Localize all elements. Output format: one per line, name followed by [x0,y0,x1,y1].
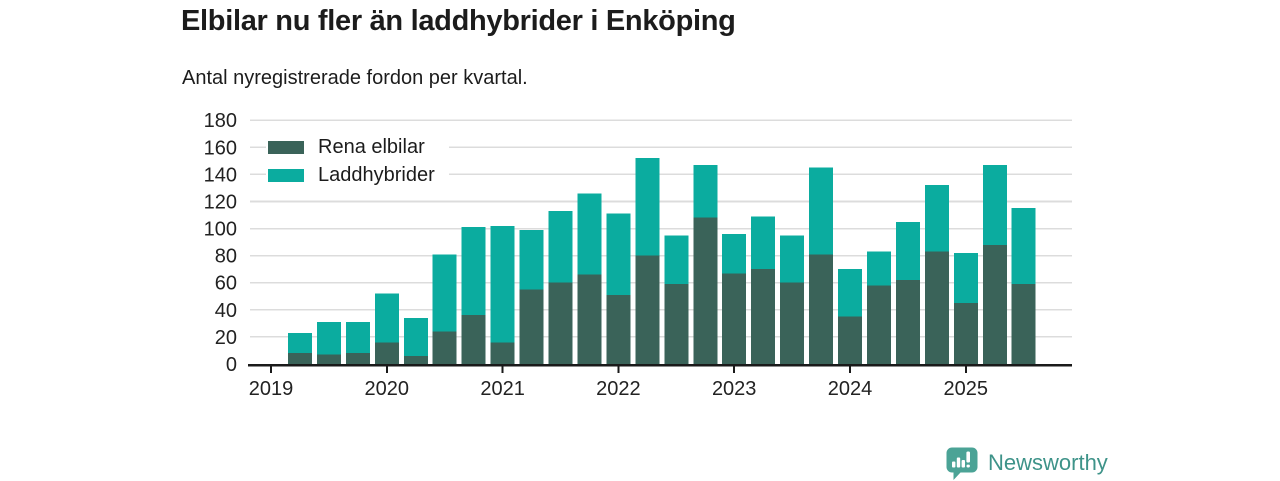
swatch-color [268,168,304,182]
bar-segment-rena-elbilar-2024-Q3 [895,280,920,364]
legend-swatch-laddhybrider [268,168,304,182]
bar-segment-laddhybrider-2022-Q3 [664,235,689,285]
bar-segment-laddhybrider-2019-Q4 [345,322,370,354]
bar-segment-rena-elbilar-2025-Q3 [1011,284,1036,364]
bar-segment-laddhybrider-2022-Q1 [606,213,631,295]
bar-segment-laddhybrider-2024-Q3 [895,221,920,281]
bar-segment-rena-elbilar-2025-Q1 [953,303,978,364]
bar-segment-rena-elbilar-2024-Q2 [866,285,891,364]
y-tick-label: 60 [215,273,237,295]
bar-segment-laddhybrider-2025-Q3 [1011,208,1036,285]
bar-segment-rena-elbilar-2020-Q3 [432,331,457,364]
y-tick-label: 160 [204,137,237,159]
legend-item-rena-elbilar: Rena elbilar [268,133,435,161]
chart-title: Elbilar nu fler än laddhybrider i Enköpi… [181,5,736,37]
bar-segment-laddhybrider-2020-Q4 [461,227,486,316]
bar-segment-rena-elbilar-2023-Q3 [780,282,805,364]
bar-segment-laddhybrider-2024-Q4 [924,185,949,252]
x-tick-label: 2020 [365,378,410,400]
legend: Rena elbilar Laddhybrider [266,133,449,189]
bar-chart-plot: 2019 2020 2021 2022 2023 2024 2025 0 20 40 60 80 100… [204,110,1072,400]
bar-segment-rena-elbilar-2019-Q2 [287,353,312,364]
bar-segment-laddhybrider-2020-Q3 [432,254,457,332]
bar-segment-laddhybrider-2024-Q1 [838,269,862,317]
x-tick-label: 2024 [828,378,873,400]
bar-segment-laddhybrider-2023-Q2 [751,216,776,270]
bar-segment-rena-elbilar-2023-Q1 [722,273,747,364]
y-tick-label: 120 [204,191,237,213]
bar-segment-laddhybrider-2019-Q2 [287,332,312,354]
bar-segment-rena-elbilar-2022-Q3 [664,284,689,364]
x-tick-label: 2022 [596,378,641,400]
bar-segment-rena-elbilar-2025-Q2 [982,244,1007,364]
newsworthy-logo[interactable]: Newsworthy [944,445,1108,481]
bar-segment-rena-elbilar-2021-Q1 [490,342,515,364]
legend-label-rena-elbilar: Rena elbilar [318,136,425,158]
bar-segment-laddhybrider-2021-Q2 [519,229,544,290]
legend-item-laddhybrider: Laddhybrider [268,161,435,189]
y-tick-label: 180 [204,110,237,132]
bar-segment-rena-elbilar-2021-Q3 [548,282,573,364]
bar-segment-rena-elbilar-2024-Q1 [838,316,862,364]
bar-segment-laddhybrider-2020-Q1 [374,293,399,343]
x-tick-label: 2021 [480,378,524,400]
bar-segment-rena-elbilar-2021-Q2 [519,289,544,364]
bar-segment-laddhybrider-2021-Q3 [548,210,573,283]
swatch-color [268,140,304,154]
bar-segment-rena-elbilar-2022-Q1 [606,294,631,364]
bar-segment-laddhybrider-2023-Q3 [780,235,805,283]
bar-segment-laddhybrider-2024-Q2 [866,251,891,286]
bar-segment-laddhybrider-2025-Q2 [982,164,1007,245]
y-tick-label: 0 [226,354,237,376]
bar-segment-rena-elbilar-2021-Q4 [577,274,602,364]
y-tick-label: 40 [215,300,237,322]
legend-swatch-rena-elbilar [268,140,304,154]
y-tick-label: 20 [215,327,237,349]
bar-segment-laddhybrider-2021-Q4 [577,193,602,275]
y-tick-label: 140 [204,164,237,186]
bar-segment-rena-elbilar-2022-Q4 [693,217,718,364]
bar-segment-rena-elbilar-2020-Q1 [374,342,399,364]
bar-segment-laddhybrider-2025-Q1 [953,252,978,304]
bar-segment-rena-elbilar-2023-Q2 [751,269,776,364]
bar-segment-laddhybrider-2019-Q3 [316,322,341,355]
chart-subtitle: Antal nyregistrerade fordon per kvartal. [182,67,528,89]
bar-segment-rena-elbilar-2019-Q3 [316,354,341,364]
bar-segment-laddhybrider-2022-Q2 [635,158,660,256]
bar-segment-laddhybrider-2022-Q4 [693,164,718,218]
bar-segment-laddhybrider-2020-Q2 [403,317,428,356]
bar-segment-laddhybrider-2023-Q1 [722,233,747,274]
x-tick-label: 2019 [249,378,294,400]
y-tick-label: 100 [204,219,237,241]
y-tick-label: 80 [215,246,237,268]
x-tick-label: 2023 [712,378,757,400]
bar-segment-rena-elbilar-2023-Q4 [809,254,834,364]
bar-segment-laddhybrider-2021-Q1 [490,225,515,343]
bar-segment-rena-elbilar-2024-Q4 [924,251,949,364]
bar-segment-laddhybrider-2023-Q4 [809,167,834,255]
legend-label-laddhybrider: Laddhybrider [318,164,435,186]
newsworthy-wordmark: Newsworthy [988,450,1108,475]
bar-segment-rena-elbilar-2020-Q2 [403,355,428,364]
bar-segment-rena-elbilar-2020-Q4 [461,315,486,364]
newsworthy-logo-icon [946,447,978,480]
bar-segment-rena-elbilar-2022-Q2 [635,255,660,364]
x-tick-label: 2025 [944,378,989,400]
bar-segment-rena-elbilar-2019-Q4 [345,353,370,364]
